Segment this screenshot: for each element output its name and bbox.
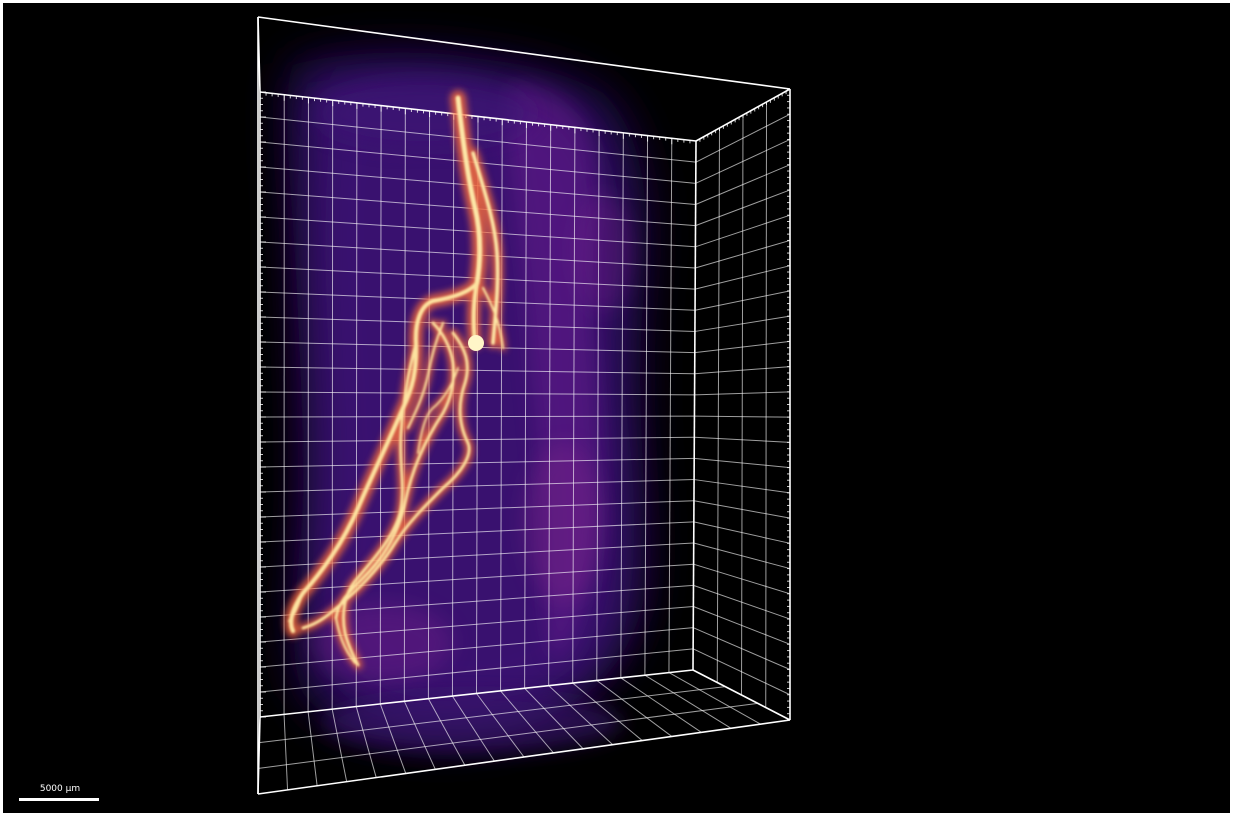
vessel-trace-8	[417, 367, 459, 454]
vessel-trace-10	[287, 591, 305, 623]
scale-bar-label: 5000 µm	[39, 784, 81, 794]
vessel-trace-4	[334, 321, 455, 620]
vessel-trace-0	[455, 95, 483, 286]
vessel-trace-5	[301, 331, 471, 630]
vessel-trace-1	[471, 151, 500, 345]
back-wall-grid	[259, 94, 696, 715]
vessel-trace-11	[334, 616, 357, 665]
vessel-trace-6	[342, 341, 418, 667]
bright-cell-body	[468, 335, 484, 351]
floor-grid	[258, 672, 761, 790]
right-wall-grid	[692, 101, 791, 708]
vessel-trace-2	[288, 280, 480, 634]
scale-bar-line	[19, 798, 99, 801]
volume-render-scene[interactable]	[3, 3, 1230, 813]
vessel-traces	[284, 90, 507, 670]
vessel-trace-9	[481, 286, 505, 350]
scale-bar: 5000 µm	[19, 784, 101, 804]
vessel-trace-7	[406, 321, 445, 430]
bounding-box-grid	[257, 16, 791, 795]
3d-volume-viewport[interactable]: 5000 µm	[3, 3, 1230, 813]
